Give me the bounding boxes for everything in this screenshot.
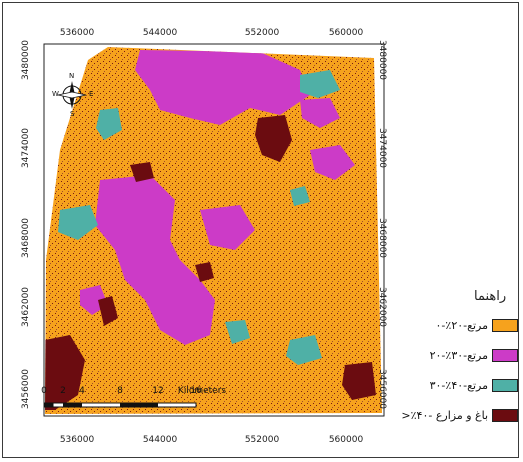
y-tick-right: 3468000 — [377, 217, 388, 259]
legend-label: مرتع-۴۰٪-۳۰ — [429, 379, 488, 392]
class-rangeland-20-30 — [200, 205, 255, 250]
class-rangeland-30-40 — [96, 108, 122, 140]
legend-item: مرتع-۴۰٪-۳۰ — [400, 379, 518, 392]
scale-bar-graphic — [43, 402, 197, 408]
scale-label: 12 — [152, 386, 164, 396]
y-tick-right: 3480000 — [377, 39, 388, 81]
y-tick-right: 3456000 — [377, 368, 388, 410]
class-rangeland-30-40 — [286, 335, 322, 365]
scale-label: 4 — [79, 386, 85, 396]
legend-swatch — [492, 409, 518, 422]
class-rangeland-20-30 — [135, 50, 310, 125]
y-tick-right: 3474000 — [377, 127, 388, 169]
class-rangeland-30-40 — [290, 186, 310, 206]
map-frame — [2, 2, 519, 458]
x-tick-bottom: 552000 — [244, 435, 280, 445]
raster-classes — [45, 47, 382, 414]
legend-label: مرتع-۲۰٪-۰ — [435, 319, 489, 332]
class-orchard-farmland — [130, 162, 154, 182]
legend-title: راهنما — [474, 289, 507, 304]
x-tick-top: 552000 — [244, 28, 280, 38]
compass-label-e: E — [89, 90, 94, 98]
scale-unit-label: Kilometers — [177, 386, 227, 396]
scale-label: 16 — [190, 386, 202, 396]
class-rangeland-30-40 — [58, 205, 98, 240]
compass-label-s: S — [70, 110, 75, 118]
class-orchard-farmland — [195, 262, 214, 282]
legend-item: باغ و مزارع -۴۰٪< — [400, 409, 518, 422]
class-rangeland-20-30 — [310, 145, 355, 180]
x-tick-bottom: 544000 — [142, 435, 178, 445]
class-orchard-farmland — [255, 115, 292, 162]
x-tick-top: 560000 — [328, 28, 364, 38]
legend-label: باغ و مزارع -۴۰٪< — [401, 409, 488, 422]
legend-item: مرتع-۳۰٪-۲۰ — [400, 349, 518, 362]
y-tick-left: 3480000 — [21, 39, 32, 81]
compass-rose-icon — [57, 81, 87, 109]
y-tick-right: 3462000 — [377, 286, 388, 328]
scale-label: 2 — [60, 386, 66, 396]
class-orchard-farmland — [98, 296, 118, 326]
compass-label-n: N — [69, 72, 75, 80]
legend-swatch — [492, 319, 518, 332]
legend-swatch — [492, 349, 518, 362]
class-rangeland-20-30 — [300, 98, 340, 128]
class-rangeland-30-40 — [300, 70, 340, 98]
x-tick-top: 544000 — [142, 28, 178, 38]
class-orchard-farmland — [45, 335, 85, 410]
class-rangeland-30-40 — [225, 320, 250, 344]
legend-item: مرتع-۲۰٪-۰ — [400, 319, 518, 332]
class-orchard-farmland — [342, 362, 376, 400]
scale-bar: 0 2 4 8 12 16 Kilometers — [41, 386, 226, 417]
y-tick-left: 3462000 — [21, 286, 32, 328]
class-rangeland-20-30 — [95, 175, 215, 345]
scale-label: 8 — [117, 386, 123, 396]
y-tick-left: 3474000 — [21, 127, 32, 169]
legend-label: مرتع-۳۰٪-۲۰ — [429, 349, 488, 362]
y-tick-left: 3468000 — [21, 217, 32, 259]
x-tick-bottom: 560000 — [328, 435, 364, 445]
compass-label-w: W — [52, 90, 59, 98]
x-tick-top: 536000 — [59, 28, 95, 38]
legend-swatch — [492, 379, 518, 392]
scale-label: 0 — [41, 386, 47, 396]
y-tick-left: 3456000 — [21, 368, 32, 410]
x-tick-bottom: 536000 — [59, 435, 95, 445]
